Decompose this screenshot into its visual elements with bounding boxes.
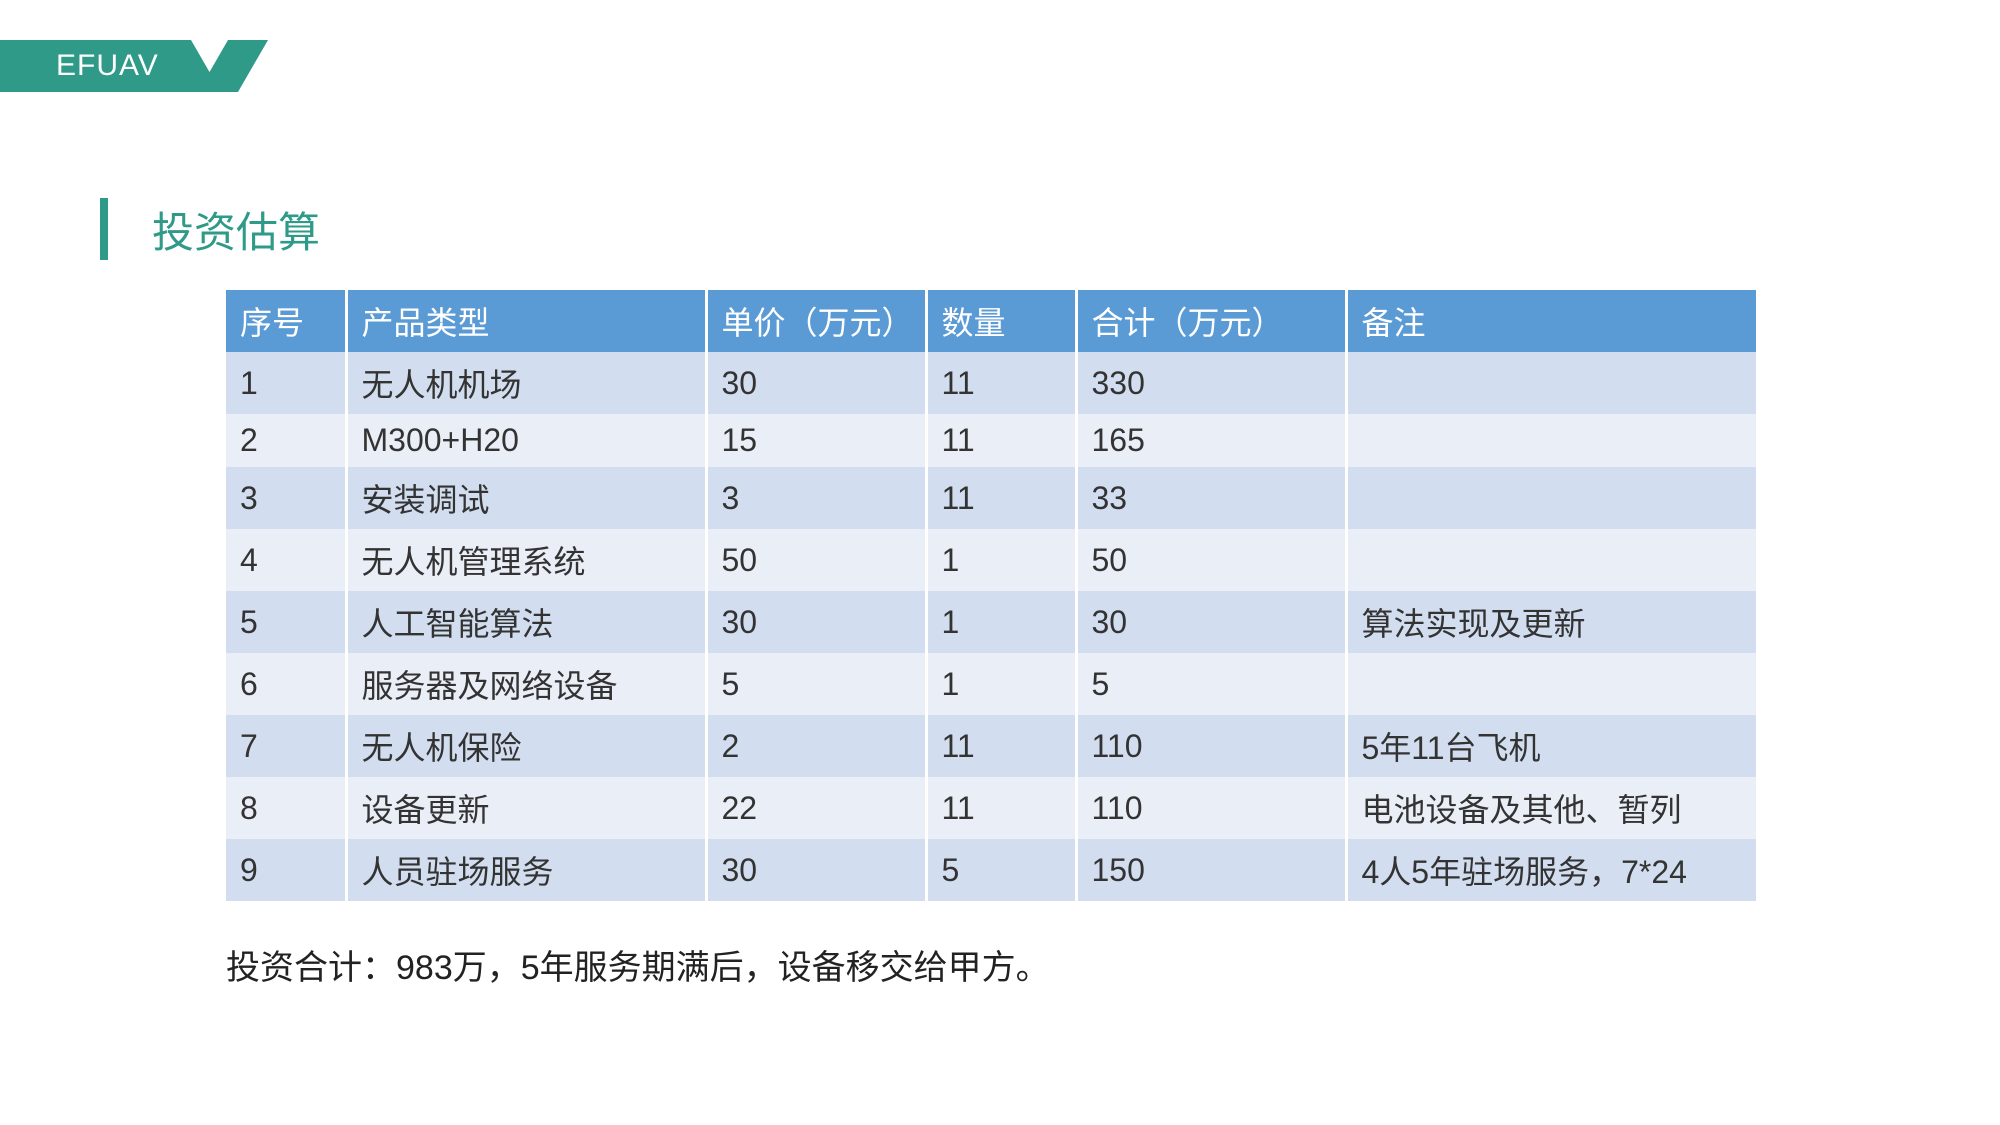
cell-prod: M300+H20 — [346, 414, 706, 467]
cell-qty: 11 — [926, 715, 1076, 777]
title-block: 投资估算 — [100, 198, 320, 260]
col-header-note: 备注 — [1346, 290, 1756, 352]
cell-total: 110 — [1076, 777, 1346, 839]
table-header-row: 序号 产品类型 单价（万元） 数量 合计（万元） 备注 — [226, 290, 1756, 352]
cell-note — [1346, 352, 1756, 414]
cell-prod: 安装调试 — [346, 467, 706, 529]
cell-seq: 9 — [226, 839, 346, 901]
logo-tab: EFUAV — [0, 40, 273, 92]
cell-seq: 2 — [226, 414, 346, 467]
col-header-total: 合计（万元） — [1076, 290, 1346, 352]
cell-total: 165 — [1076, 414, 1346, 467]
cell-total: 50 — [1076, 529, 1346, 591]
cell-price: 22 — [706, 777, 926, 839]
cell-qty: 1 — [926, 653, 1076, 715]
cell-note: 4人5年驻场服务，7*24 — [1346, 839, 1756, 901]
cell-qty: 11 — [926, 352, 1076, 414]
col-header-prod: 产品类型 — [346, 290, 706, 352]
table-row: 6服务器及网络设备515 — [226, 653, 1756, 715]
cell-qty: 1 — [926, 529, 1076, 591]
col-header-qty: 数量 — [926, 290, 1076, 352]
title-bar-icon — [100, 198, 108, 260]
cell-price: 15 — [706, 414, 926, 467]
cell-total: 5 — [1076, 653, 1346, 715]
cell-qty: 11 — [926, 414, 1076, 467]
cell-note — [1346, 467, 1756, 529]
table-row: 9人员驻场服务3051504人5年驻场服务，7*24 — [226, 839, 1756, 901]
cell-prod: 设备更新 — [346, 777, 706, 839]
cell-price: 3 — [706, 467, 926, 529]
cell-total: 330 — [1076, 352, 1346, 414]
cell-prod: 无人机管理系统 — [346, 529, 706, 591]
table-row: 8设备更新2211110电池设备及其他、暂列 — [226, 777, 1756, 839]
cell-note — [1346, 414, 1756, 467]
logo-accent-icon — [213, 40, 273, 92]
logo-text: EFUAV — [0, 40, 191, 92]
cell-seq: 1 — [226, 352, 346, 414]
cell-prod: 人工智能算法 — [346, 591, 706, 653]
cell-total: 30 — [1076, 591, 1346, 653]
cell-seq: 3 — [226, 467, 346, 529]
table-row: 1无人机机场3011330 — [226, 352, 1756, 414]
col-header-price: 单价（万元） — [706, 290, 926, 352]
cell-note — [1346, 653, 1756, 715]
cell-total: 150 — [1076, 839, 1346, 901]
slide: EFUAV 投资估算 序号 产品类型 单价（万元） 数量 合计（万元） 备注 1… — [0, 0, 2000, 1125]
cell-prod: 无人机机场 — [346, 352, 706, 414]
cell-note: 电池设备及其他、暂列 — [1346, 777, 1756, 839]
cell-note: 算法实现及更新 — [1346, 591, 1756, 653]
cell-note — [1346, 529, 1756, 591]
table-row: 3安装调试31133 — [226, 467, 1756, 529]
cell-price: 50 — [706, 529, 926, 591]
cell-price: 30 — [706, 591, 926, 653]
cell-price: 5 — [706, 653, 926, 715]
cell-seq: 4 — [226, 529, 346, 591]
cell-seq: 8 — [226, 777, 346, 839]
table-row: 5人工智能算法30130算法实现及更新 — [226, 591, 1756, 653]
table-row: 2M300+H201511165 — [226, 414, 1756, 467]
cell-seq: 7 — [226, 715, 346, 777]
cell-price: 30 — [706, 839, 926, 901]
cell-price: 30 — [706, 352, 926, 414]
cell-total: 33 — [1076, 467, 1346, 529]
table-row: 4无人机管理系统50150 — [226, 529, 1756, 591]
cell-qty: 5 — [926, 839, 1076, 901]
investment-table: 序号 产品类型 单价（万元） 数量 合计（万元） 备注 1无人机机场301133… — [226, 290, 1756, 901]
cell-price: 2 — [706, 715, 926, 777]
cell-seq: 5 — [226, 591, 346, 653]
cell-prod: 无人机保险 — [346, 715, 706, 777]
summary-text: 投资合计：983万，5年服务期满后，设备移交给甲方。 — [226, 940, 1050, 989]
cell-qty: 11 — [926, 467, 1076, 529]
page-title: 投资估算 — [152, 199, 320, 260]
cell-total: 110 — [1076, 715, 1346, 777]
cell-qty: 1 — [926, 591, 1076, 653]
cell-qty: 11 — [926, 777, 1076, 839]
cell-seq: 6 — [226, 653, 346, 715]
col-header-seq: 序号 — [226, 290, 346, 352]
cell-prod: 人员驻场服务 — [346, 839, 706, 901]
cell-note: 5年11台飞机 — [1346, 715, 1756, 777]
table-row: 7无人机保险2111105年11台飞机 — [226, 715, 1756, 777]
cell-prod: 服务器及网络设备 — [346, 653, 706, 715]
